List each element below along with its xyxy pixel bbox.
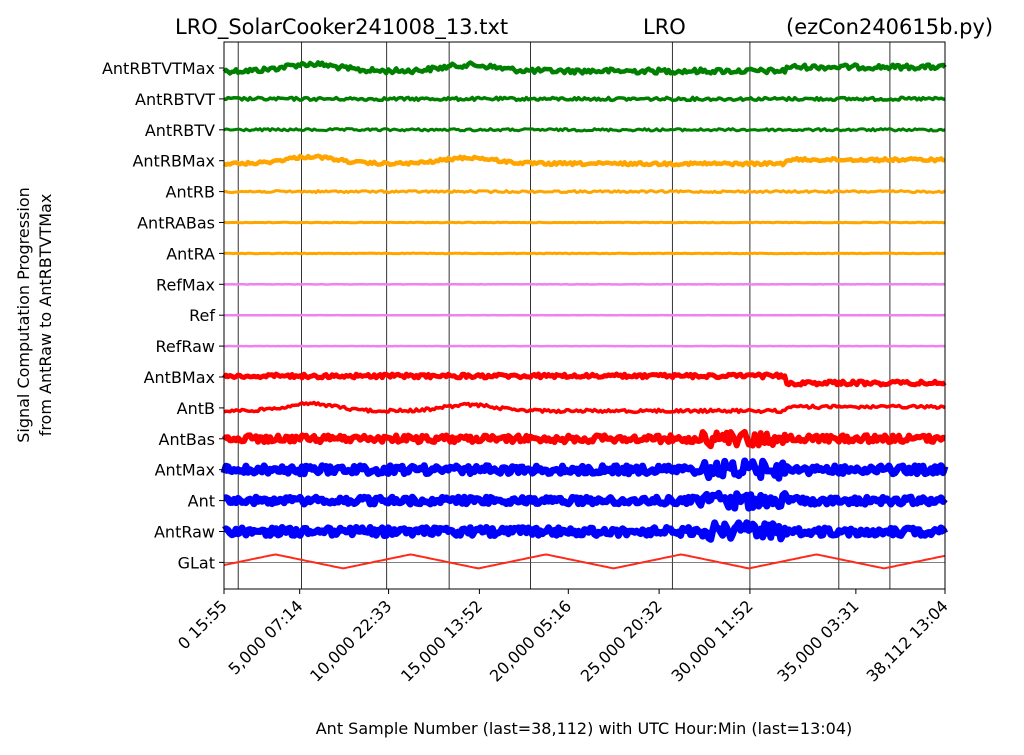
- y-tick-label-antbas: AntBas: [159, 430, 215, 449]
- x-tick-label-4: 20,000 05:16: [486, 596, 575, 685]
- x-tick-label-3: 15,000 13:52: [397, 596, 486, 685]
- series-line-antmax: [220, 457, 949, 482]
- y-tick-label-antrbtvtmax: AntRBTVTMax: [102, 59, 215, 78]
- plot-frame: [223, 41, 946, 590]
- series-line-ant: [222, 489, 948, 512]
- y-tick-label-ref: Ref: [189, 306, 215, 325]
- x-tick-label-0: 0 15:55: [174, 596, 231, 653]
- series-line-glat: [223, 553, 946, 570]
- x-tick-label-1: 5,000 07:14: [224, 596, 306, 678]
- y-tick-label-antb: AntB: [177, 399, 215, 418]
- x-tick-label-2: 10,000 22:33: [306, 596, 395, 685]
- y-axis-label: Signal Computation Progression from AntR…: [14, 187, 55, 443]
- chart-title-center: LRO: [643, 15, 686, 39]
- series-line-antraw: [222, 519, 949, 543]
- y-axis-label-line1: Signal Computation Progression: [14, 187, 33, 443]
- x-tick-label-8: 38,112 13:04: [863, 596, 952, 685]
- y-tick-label-antbmax: AntBMax: [144, 368, 215, 387]
- series-line-antbas: [221, 428, 946, 450]
- y-tick-label-antraw: AntRaw: [154, 523, 215, 542]
- y-tick-label-antmax: AntMax: [155, 461, 215, 480]
- y-tick-label-antrbtv: AntRBTV: [145, 121, 215, 140]
- y-tick-label-antra: AntRA: [166, 244, 215, 263]
- series-line-antbmax: [221, 371, 947, 388]
- series-line-antra: [223, 251, 946, 256]
- series-line-antrbtv: [223, 127, 946, 133]
- x-tick-label-5: 25,000 20:32: [577, 596, 666, 685]
- x-tick-label-7: 35,000 03:31: [773, 596, 862, 685]
- series-layer: [220, 60, 949, 570]
- y-tick-label-antrabas: AntRABas: [137, 214, 215, 233]
- chart-title-right: (ezCon240615b.py): [786, 15, 993, 39]
- chart-title-left: LRO_SolarCooker241008_13.txt: [175, 15, 508, 40]
- x-axis-ticks: 0 15:555,000 07:14 10,000 22:33 15,000 13:…: [174, 589, 952, 686]
- y-tick-label-glat: GLat: [178, 553, 215, 572]
- y-tick-label-antrbtvt: AntRBTVT: [135, 90, 215, 109]
- series-line-antrbmax: [222, 153, 946, 168]
- series-line-antrb: [223, 189, 946, 195]
- y-tick-label-refraw: RefRaw: [155, 337, 215, 356]
- y-tick-label-refmax: RefMax: [156, 275, 215, 294]
- chart-titles: LRO_SolarCooker241008_13.txt LRO (ezCon2…: [175, 15, 993, 40]
- y-tick-label-ant: Ant: [188, 492, 215, 511]
- series-line-antrbtvt: [223, 95, 946, 103]
- x-tick-label-6: 30,000 11:52: [668, 596, 757, 685]
- y-axis-ticks: AntRBTVTMax AntRBTVT AntRBTV AntRBMax AntRB A…: [102, 59, 224, 572]
- series-line-antb: [223, 400, 946, 415]
- y-tick-label-antrb: AntRB: [166, 183, 215, 202]
- series-line-antrbtvtmax: [222, 60, 947, 76]
- y-axis-label-line2: from AntRaw to AntRBTVTMax: [36, 194, 55, 437]
- x-axis-label: Ant Sample Number (last=38,112) with UTC…: [316, 719, 853, 738]
- series-line-antrabas: [223, 220, 945, 225]
- y-tick-label-antrbmax: AntRBMax: [132, 152, 215, 171]
